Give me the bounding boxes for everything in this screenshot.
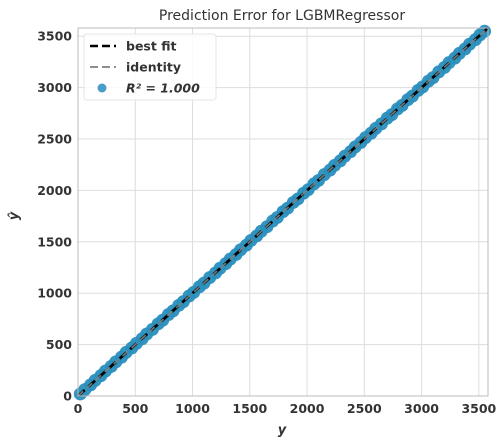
chart-title: Prediction Error for LGBMRegressor bbox=[159, 8, 405, 24]
legend-label: best fit bbox=[126, 39, 176, 54]
x-tick-label: 1000 bbox=[175, 401, 210, 416]
x-tick-label: 0 bbox=[74, 401, 83, 416]
identity-line bbox=[77, 27, 489, 397]
y-tick-label: 3000 bbox=[37, 80, 72, 95]
legend-label: identity bbox=[126, 60, 181, 75]
y-tick-label: 3500 bbox=[37, 29, 72, 44]
x-tick-label: 2000 bbox=[290, 401, 325, 416]
x-tick-label: 1500 bbox=[232, 401, 267, 416]
y-tick-label: 1000 bbox=[37, 286, 72, 301]
legend-box bbox=[83, 33, 217, 101]
legend-label: R² = 1.000 bbox=[126, 81, 200, 96]
axes: 0 500 1000 1500 2000 2500 3000 3500 0 500 1000 1500… bbox=[37, 27, 497, 416]
y-tick-label: 0 bbox=[63, 389, 72, 404]
y-tick-label: 2500 bbox=[37, 132, 72, 147]
x-tick-label: 500 bbox=[122, 401, 148, 416]
legend-marker bbox=[97, 83, 107, 93]
y-axis-label: ŷ bbox=[7, 211, 22, 220]
x-tick-label: 3500 bbox=[461, 401, 496, 416]
y-tick-label: 500 bbox=[46, 337, 72, 352]
y-tick-label: 2000 bbox=[37, 183, 72, 198]
x-tick-label: 3000 bbox=[404, 401, 439, 416]
plot-frame bbox=[77, 27, 489, 397]
best-fit-line bbox=[77, 26, 489, 398]
y-tick-label: 1500 bbox=[37, 234, 72, 249]
fit-lines bbox=[77, 26, 489, 398]
x-tick-label: 2500 bbox=[347, 401, 382, 416]
legend: best fit identity R² = 1.000 bbox=[83, 33, 217, 101]
x-axis-label: y bbox=[278, 423, 287, 438]
